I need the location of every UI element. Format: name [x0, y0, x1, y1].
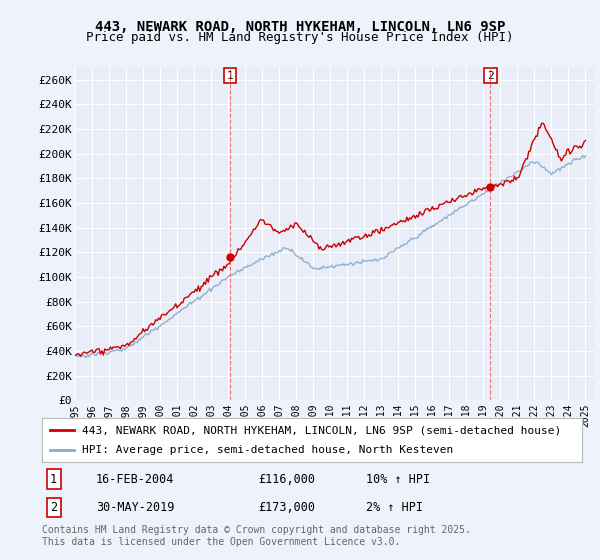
Text: £116,000: £116,000	[258, 473, 315, 486]
Text: 2% ↑ HPI: 2% ↑ HPI	[366, 501, 423, 514]
Text: Price paid vs. HM Land Registry's House Price Index (HPI): Price paid vs. HM Land Registry's House …	[86, 31, 514, 44]
Text: 1: 1	[50, 473, 57, 486]
Text: 443, NEWARK ROAD, NORTH HYKEHAM, LINCOLN, LN6 9SP (semi-detached house): 443, NEWARK ROAD, NORTH HYKEHAM, LINCOLN…	[83, 425, 562, 435]
Text: £173,000: £173,000	[258, 501, 315, 514]
Text: 1: 1	[227, 71, 233, 81]
Text: 443, NEWARK ROAD, NORTH HYKEHAM, LINCOLN, LN6 9SP: 443, NEWARK ROAD, NORTH HYKEHAM, LINCOLN…	[95, 20, 505, 34]
Text: 10% ↑ HPI: 10% ↑ HPI	[366, 473, 430, 486]
Text: 2: 2	[50, 501, 57, 514]
Text: 30-MAY-2019: 30-MAY-2019	[96, 501, 175, 514]
Text: HPI: Average price, semi-detached house, North Kesteven: HPI: Average price, semi-detached house,…	[83, 445, 454, 455]
Text: Contains HM Land Registry data © Crown copyright and database right 2025.
This d: Contains HM Land Registry data © Crown c…	[42, 525, 471, 547]
Text: 2: 2	[487, 71, 494, 81]
Text: 16-FEB-2004: 16-FEB-2004	[96, 473, 175, 486]
